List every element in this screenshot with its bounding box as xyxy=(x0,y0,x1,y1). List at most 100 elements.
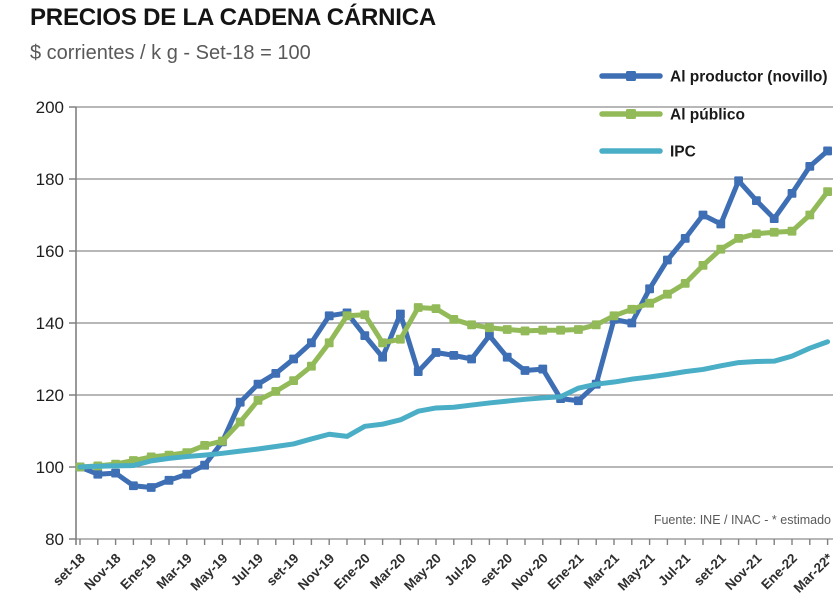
y-axis-label-140: 140 xyxy=(36,314,64,333)
data-point-marker xyxy=(360,310,370,320)
data-point-marker xyxy=(627,318,637,328)
data-point-marker xyxy=(396,334,405,344)
series-line-al-publico xyxy=(77,189,831,470)
x-axis-label-mar-22: Mar-22* xyxy=(791,550,837,596)
series-al-publico xyxy=(75,187,832,472)
data-point-marker xyxy=(734,234,743,243)
data-point-marker xyxy=(307,338,316,348)
x-axis-label-ene-19: Ene-19 xyxy=(117,551,159,593)
legend-item-ipc: IPC xyxy=(599,144,696,161)
x-axis-label-jul-19: Jul-19 xyxy=(228,551,266,589)
legend-label-ipc: IPC xyxy=(670,144,696,161)
data-point-marker xyxy=(182,469,192,479)
data-point-marker xyxy=(556,325,565,335)
data-point-marker xyxy=(111,468,120,478)
x-axis-label-nov-21: Nov-21 xyxy=(722,550,765,593)
data-point-marker xyxy=(627,304,637,314)
legend-swatch-marker xyxy=(626,109,636,119)
x-axis-label-nov-20: Nov-20 xyxy=(508,551,550,593)
data-point-marker xyxy=(324,338,334,348)
series-ipc xyxy=(77,339,831,470)
data-point-marker xyxy=(342,311,352,321)
data-point-marker xyxy=(307,361,316,371)
data-point-marker xyxy=(716,244,726,254)
page-title: PRECIOS DE LA CADENA CÁRNICA xyxy=(30,4,436,31)
data-point-marker xyxy=(574,396,583,406)
data-point-marker xyxy=(752,229,761,239)
legend-item-al-productor-novillo: Al productor (novillo) xyxy=(599,69,828,86)
x-axis-label-ene-20: Ene-20 xyxy=(331,551,373,593)
data-point-marker xyxy=(378,352,387,362)
data-point-marker xyxy=(538,325,548,335)
data-point-marker xyxy=(449,315,459,324)
data-point-marker xyxy=(93,469,103,479)
y-axis-label-120: 120 xyxy=(36,386,64,405)
data-point-marker xyxy=(253,396,263,405)
data-point-marker xyxy=(289,376,298,385)
data-point-marker xyxy=(769,214,779,223)
legend-label-al-publico: Al público xyxy=(670,107,745,124)
x-axis-label-may-21: May-21 xyxy=(615,550,658,593)
data-point-marker xyxy=(378,338,387,348)
data-point-marker xyxy=(787,226,797,236)
x-axis-label-ene-21: Ene-21 xyxy=(545,550,587,592)
legend: Al productor (novillo) Al público IPC xyxy=(599,69,828,161)
data-point-marker xyxy=(485,323,494,333)
y-axis-label-160: 160 xyxy=(36,242,64,261)
data-point-marker xyxy=(218,436,227,446)
data-point-marker xyxy=(823,187,832,196)
data-point-marker xyxy=(431,348,441,357)
data-point-marker xyxy=(591,320,601,330)
data-point-marker xyxy=(520,366,530,375)
data-point-marker xyxy=(520,326,530,336)
x-axis-label-nov-19: Nov-19 xyxy=(295,551,337,593)
data-point-marker xyxy=(164,475,174,485)
data-point-marker xyxy=(396,309,405,319)
data-point-marker xyxy=(360,331,370,340)
data-point-marker xyxy=(805,162,815,171)
data-point-marker xyxy=(200,441,209,450)
data-point-marker xyxy=(645,298,654,308)
data-point-marker xyxy=(734,176,743,186)
chart-subtitle: $ corrientes / k g - Set-18 = 100 xyxy=(30,42,311,64)
data-point-marker xyxy=(413,367,423,376)
data-point-marker xyxy=(253,379,263,389)
x-axis-label-mar-20: Mar-20 xyxy=(367,551,408,592)
x-axis-label-may-19: May-19 xyxy=(188,551,231,594)
data-point-marker xyxy=(289,354,298,364)
data-point-marker xyxy=(271,387,281,396)
data-point-marker xyxy=(716,219,726,229)
data-point-marker xyxy=(235,417,245,427)
legend-item-al-publico: Al público xyxy=(599,107,745,124)
x-axis-label-mar-19: Mar-19 xyxy=(154,551,195,592)
series-al-productor-novillo xyxy=(75,146,832,492)
x-axis-label-jul-20: Jul-20 xyxy=(442,551,480,589)
data-point-marker xyxy=(698,210,708,220)
data-point-marker xyxy=(805,210,815,220)
y-axis-label-200: 200 xyxy=(36,98,64,117)
legend-swatch-marker xyxy=(626,71,636,81)
data-point-marker xyxy=(787,189,797,198)
data-point-marker xyxy=(129,481,138,491)
data-point-marker xyxy=(769,227,779,237)
data-point-marker xyxy=(680,279,690,288)
data-point-marker xyxy=(431,304,441,313)
source-note: Fuente: INE / INAC - * estimado xyxy=(654,513,831,527)
gridlines-layer xyxy=(76,106,833,540)
data-point-marker xyxy=(200,460,209,470)
data-point-marker xyxy=(271,369,281,378)
x-axis-label-may-20: May-20 xyxy=(401,551,444,594)
series-line-ipc xyxy=(77,339,831,470)
y-axis-label-100: 100 xyxy=(36,458,64,477)
data-point-marker xyxy=(146,483,156,492)
legend-label-al-productor-novillo: Al productor (novillo) xyxy=(670,69,828,86)
data-point-marker xyxy=(467,320,476,330)
series-layer xyxy=(75,146,832,492)
data-point-marker xyxy=(538,364,548,374)
data-point-marker xyxy=(663,289,672,299)
x-axis-label-nov-18: Nov-18 xyxy=(81,550,124,593)
x-axis-label-jul-21: Jul-21 xyxy=(655,550,694,589)
data-point-marker xyxy=(324,311,334,321)
